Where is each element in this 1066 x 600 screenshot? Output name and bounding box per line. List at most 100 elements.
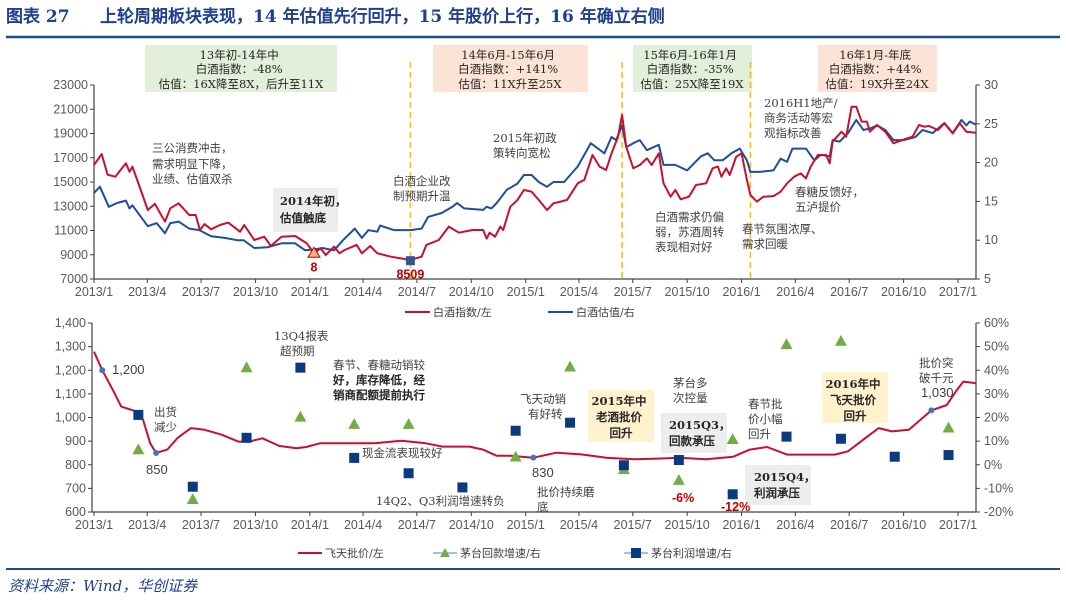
annotation-13q4: 13Q4报表 超预期 [274, 329, 332, 358]
annotation-profit-negative: 14Q2、Q3利润增速转负 [376, 494, 505, 508]
annotation-thousand: 批价突 破千元 [919, 356, 957, 385]
y-right-tick-label: 15 [984, 194, 998, 208]
x-tick-label: 2015/4 [560, 518, 598, 532]
x-tick-label: 2016/7 [830, 518, 868, 532]
top-series [93, 105, 977, 261]
price-point [530, 454, 537, 461]
y-right-tick-label: -10% [984, 481, 1013, 495]
x-tick-label: 2013/7 [182, 285, 220, 299]
payment-growth-triangle [672, 474, 685, 485]
profit-growth-square [510, 425, 521, 436]
x-tick-label: 2013/1 [75, 518, 113, 532]
y-right-tick-label: 60% [984, 316, 1009, 330]
annotation-box-mid2016 [822, 372, 888, 423]
payment-growth-triangle [726, 433, 739, 445]
x-tick-label: 2016/4 [776, 285, 814, 299]
y-right-tick-label: 10% [984, 434, 1009, 448]
annotation-chuntang: 春糖反馈好， 五泸提价 [795, 185, 868, 214]
annotation-sangong: 三公消费冲击， 需求明显下降， 业绩、估值双杀 [152, 141, 236, 186]
x-tick-label: 2014/4 [344, 285, 382, 299]
x-tick-label: 2016/10 [881, 518, 926, 532]
bottom-legend: 飞天批价/左 茅台回款增速/右 茅台利润增速/右 [298, 546, 732, 560]
annotation-box-mid2015 [588, 390, 654, 442]
profit-growth-square [403, 468, 414, 479]
top-legend: 白酒指数/左 白酒估值/右 [405, 305, 635, 319]
x-tick-label: 2014/7 [398, 518, 436, 532]
x-tick-label: 2015/1 [507, 518, 545, 532]
y-right-tick-label: 50% [984, 340, 1009, 354]
y-right-tick-label: 30% [984, 387, 1009, 401]
marker-triangle [307, 246, 321, 258]
legend-label-profit: 茅台利润增速/右 [651, 546, 732, 560]
bottom-markers [132, 334, 955, 505]
annotation-festival2014: 春节、春糖动销较 好，库存降低，经 销商配额提前执行 [332, 358, 429, 402]
bottom-series [93, 351, 977, 461]
y-right-tick-label: 25 [984, 117, 998, 131]
price-label-850: 850 [146, 462, 168, 477]
x-tick-label: 2013/1 [75, 285, 113, 299]
price-point [153, 449, 160, 456]
profit-growth-square [618, 460, 629, 471]
marker-label: 8 [311, 260, 318, 274]
period-box-3 [633, 45, 752, 92]
annotation-cashflow: 现金流表现较好 [362, 446, 443, 460]
y-left-tick-label: 600 [65, 505, 86, 519]
x-tick-label: 2013/4 [128, 518, 166, 532]
x-tick-label: 2014/4 [344, 518, 382, 532]
x-tick-label: 2015/4 [560, 285, 598, 299]
period-box-4-text: 16年1月-年底 白酒指数：+44% 估值：19X升至24X [825, 48, 929, 91]
x-tick-label: 2016/1 [722, 285, 760, 299]
annotation-festival: 春节氛围浓厚、 需求回暖 [742, 222, 826, 251]
period-box-4 [818, 45, 937, 92]
profit-growth-square [673, 455, 684, 466]
x-tick-label: 2016/10 [881, 285, 926, 299]
y-left-tick-label: 900 [65, 434, 86, 448]
price-label-1200: 1,200 [112, 362, 145, 377]
payment-growth-triangle [348, 418, 361, 429]
y-right-tick-label: 0% [984, 458, 1002, 472]
payment-growth-triangle [294, 410, 307, 422]
x-tick-label: 2017/1 [939, 285, 977, 299]
annotation-shipment: 出货 减少 [154, 405, 181, 434]
profit-growth-square [349, 452, 360, 463]
x-tick-label: 2014/10 [449, 518, 494, 532]
period-box-1 [145, 45, 337, 92]
y-left-tick-label: 7000 [60, 272, 88, 286]
annotation-mid2015: 2015年中 老酒批价 回升 [591, 394, 650, 440]
x-tick-label: 2017/1 [939, 518, 977, 532]
annotation-mid2016: 2016年中 飞天批价 回升 [825, 377, 884, 423]
y-left-tick-label: 1,100 [55, 387, 86, 401]
bottom-axes: 600 700 800 900 1,000 1,100 1,200 1,300 1,400 -20… [55, 316, 1013, 532]
legend-triangle-icon [440, 548, 450, 557]
annotation-q4-2015: 2015Q4， 利润承压 [753, 470, 820, 500]
y-left-tick-label: 1,000 [55, 411, 86, 425]
payment-growth-triangle [402, 418, 415, 429]
x-tick-label: 2014/7 [398, 285, 436, 299]
payment-growth-triangle [240, 361, 253, 373]
legend-label-price: 飞天批价/左 [325, 546, 384, 560]
profit-growth-square [943, 450, 954, 461]
bottom-chart: 600 700 800 900 1,000 1,100 1,200 1,300 1,400 -20… [55, 316, 1013, 560]
index-line [93, 105, 976, 261]
y-left-tick-label: 11000 [54, 224, 88, 238]
legend-label-valuation: 白酒估值/右 [576, 305, 635, 319]
source-note: 资料来源：Wind，华创证券 [8, 577, 198, 595]
annotation-box-2014 [273, 188, 338, 232]
legend-label-index: 白酒指数/左 [433, 305, 492, 319]
price-point [99, 367, 106, 374]
top-chart: 13年初-14年中 白酒指数：-48% 估值：16X降至8X，后升至11X 14… [53, 45, 998, 319]
period-box-2-text: 14年6月-15年6月 白酒指数：+141% 估值：11X升至25X [458, 48, 562, 91]
payment-growth-triangle [942, 421, 955, 433]
figure-title: 上轮周期板块表现，14 年估值先行回升，15 年股价上行，16 年确立右侧 [100, 6, 665, 27]
price-point [928, 407, 935, 414]
period-box-3-text: 15年6月-16年1月 白酒指数：-35% 估值：25X降至19X [640, 48, 744, 91]
profit-growth-square [187, 481, 198, 492]
profit-growth-square [133, 409, 144, 420]
y-left-tick-label: 13000 [53, 199, 88, 213]
y-right-tick-label: 20% [984, 411, 1009, 425]
x-tick-label: 2014/10 [449, 285, 494, 299]
annotation-macro2016: 2016H1地产/ 商务活动等宏 观指标改善 [764, 96, 841, 140]
y-left-tick-label: 21000 [53, 102, 88, 116]
x-tick-label: 2015/10 [665, 285, 710, 299]
payment-growth-triangle [186, 493, 199, 505]
